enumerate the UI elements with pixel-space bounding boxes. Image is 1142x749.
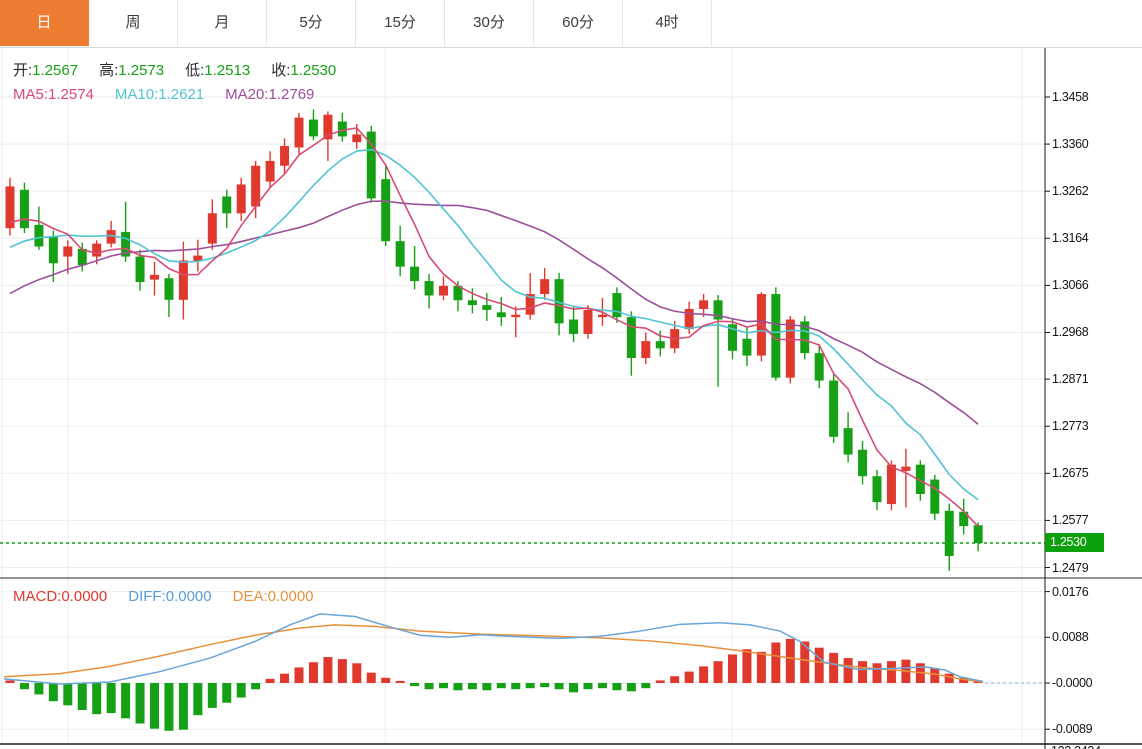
legend-label: MACD: [13,588,62,605]
legend-label: MA20: [225,86,269,103]
legend-value: 1.2573 [118,62,165,79]
price-tick-label: 1.2479 [1052,560,1089,575]
macd-tick-label: -0.0000 [1052,676,1093,690]
macd-tick-label: -0.0089 [1052,722,1093,737]
price-tick-label: 1.3066 [1052,278,1089,293]
legend-value: 1.2530 [290,62,337,79]
legend-value: 1.2513 [204,62,251,79]
price-tick-label: 1.2871 [1052,372,1089,387]
period-tabbar: 日周月 5分 15分 30分 60分 4时 [0,0,1142,48]
legend-label: DEA: [232,588,268,605]
legend-label: MA10: [114,86,159,103]
legend-label: MA5: [13,86,49,103]
price-tick-label: 1.3458 [1052,90,1089,104]
tab-period-1[interactable]: 日 [0,0,89,46]
macd-legend: MACD: 0.0000 DIFF: 0.0000 DEA: 0.0000 [13,588,335,605]
legend-value: 1.2621 [158,86,205,103]
legend-value: 0.0000 [267,588,314,605]
legend-value: 1.2574 [48,86,94,103]
legend-label: 低: [185,62,205,79]
legend-value: 1.2769 [268,86,315,103]
legend-label: 开: [13,62,33,79]
legend-label: 收: [271,62,291,79]
legend-value: 0.0000 [61,588,108,605]
legend-value: 0.0000 [165,588,212,605]
current-price-badge: 1.2530 [1045,533,1104,553]
macd-tick-label: 0.0088 [1052,630,1089,645]
legend-value: 1.2567 [32,62,79,79]
ma-legend: MA5: 1.2574 MA10: 1.2621 MA20: 1.2769 [13,86,335,103]
legend-label: DIFF: [128,588,166,605]
clipped-axis-label: 122.3434 [1051,745,1101,749]
price-tick-label: 1.2577 [1052,513,1089,528]
tab-period-2[interactable]: 周 [89,0,178,46]
macd-tick-label: 0.0176 [1052,584,1089,599]
price-tick-label: 1.2968 [1052,325,1089,340]
legend-label: 高: [99,62,119,79]
price-tick-label: 1.2675 [1052,466,1089,481]
tab-period-7[interactable]: 60分 [534,0,623,46]
price-tick-label: 1.2773 [1052,419,1089,434]
tab-period-3[interactable]: 月 [178,0,267,46]
tab-period-6[interactable]: 30分 [445,0,534,46]
ohlc-legend: 开: 1.2567 高: 1.2573 低: 1.2513 收: 1.2530 [13,59,357,80]
tab-period-4[interactable]: 5分 [267,0,356,46]
price-tick-label: 1.3164 [1052,231,1089,246]
tab-period-8[interactable]: 4时 [623,0,712,46]
tab-period-5[interactable]: 15分 [356,0,445,46]
price-tick-label: 1.3360 [1052,137,1089,152]
price-tick-label: 1.3262 [1052,184,1089,199]
